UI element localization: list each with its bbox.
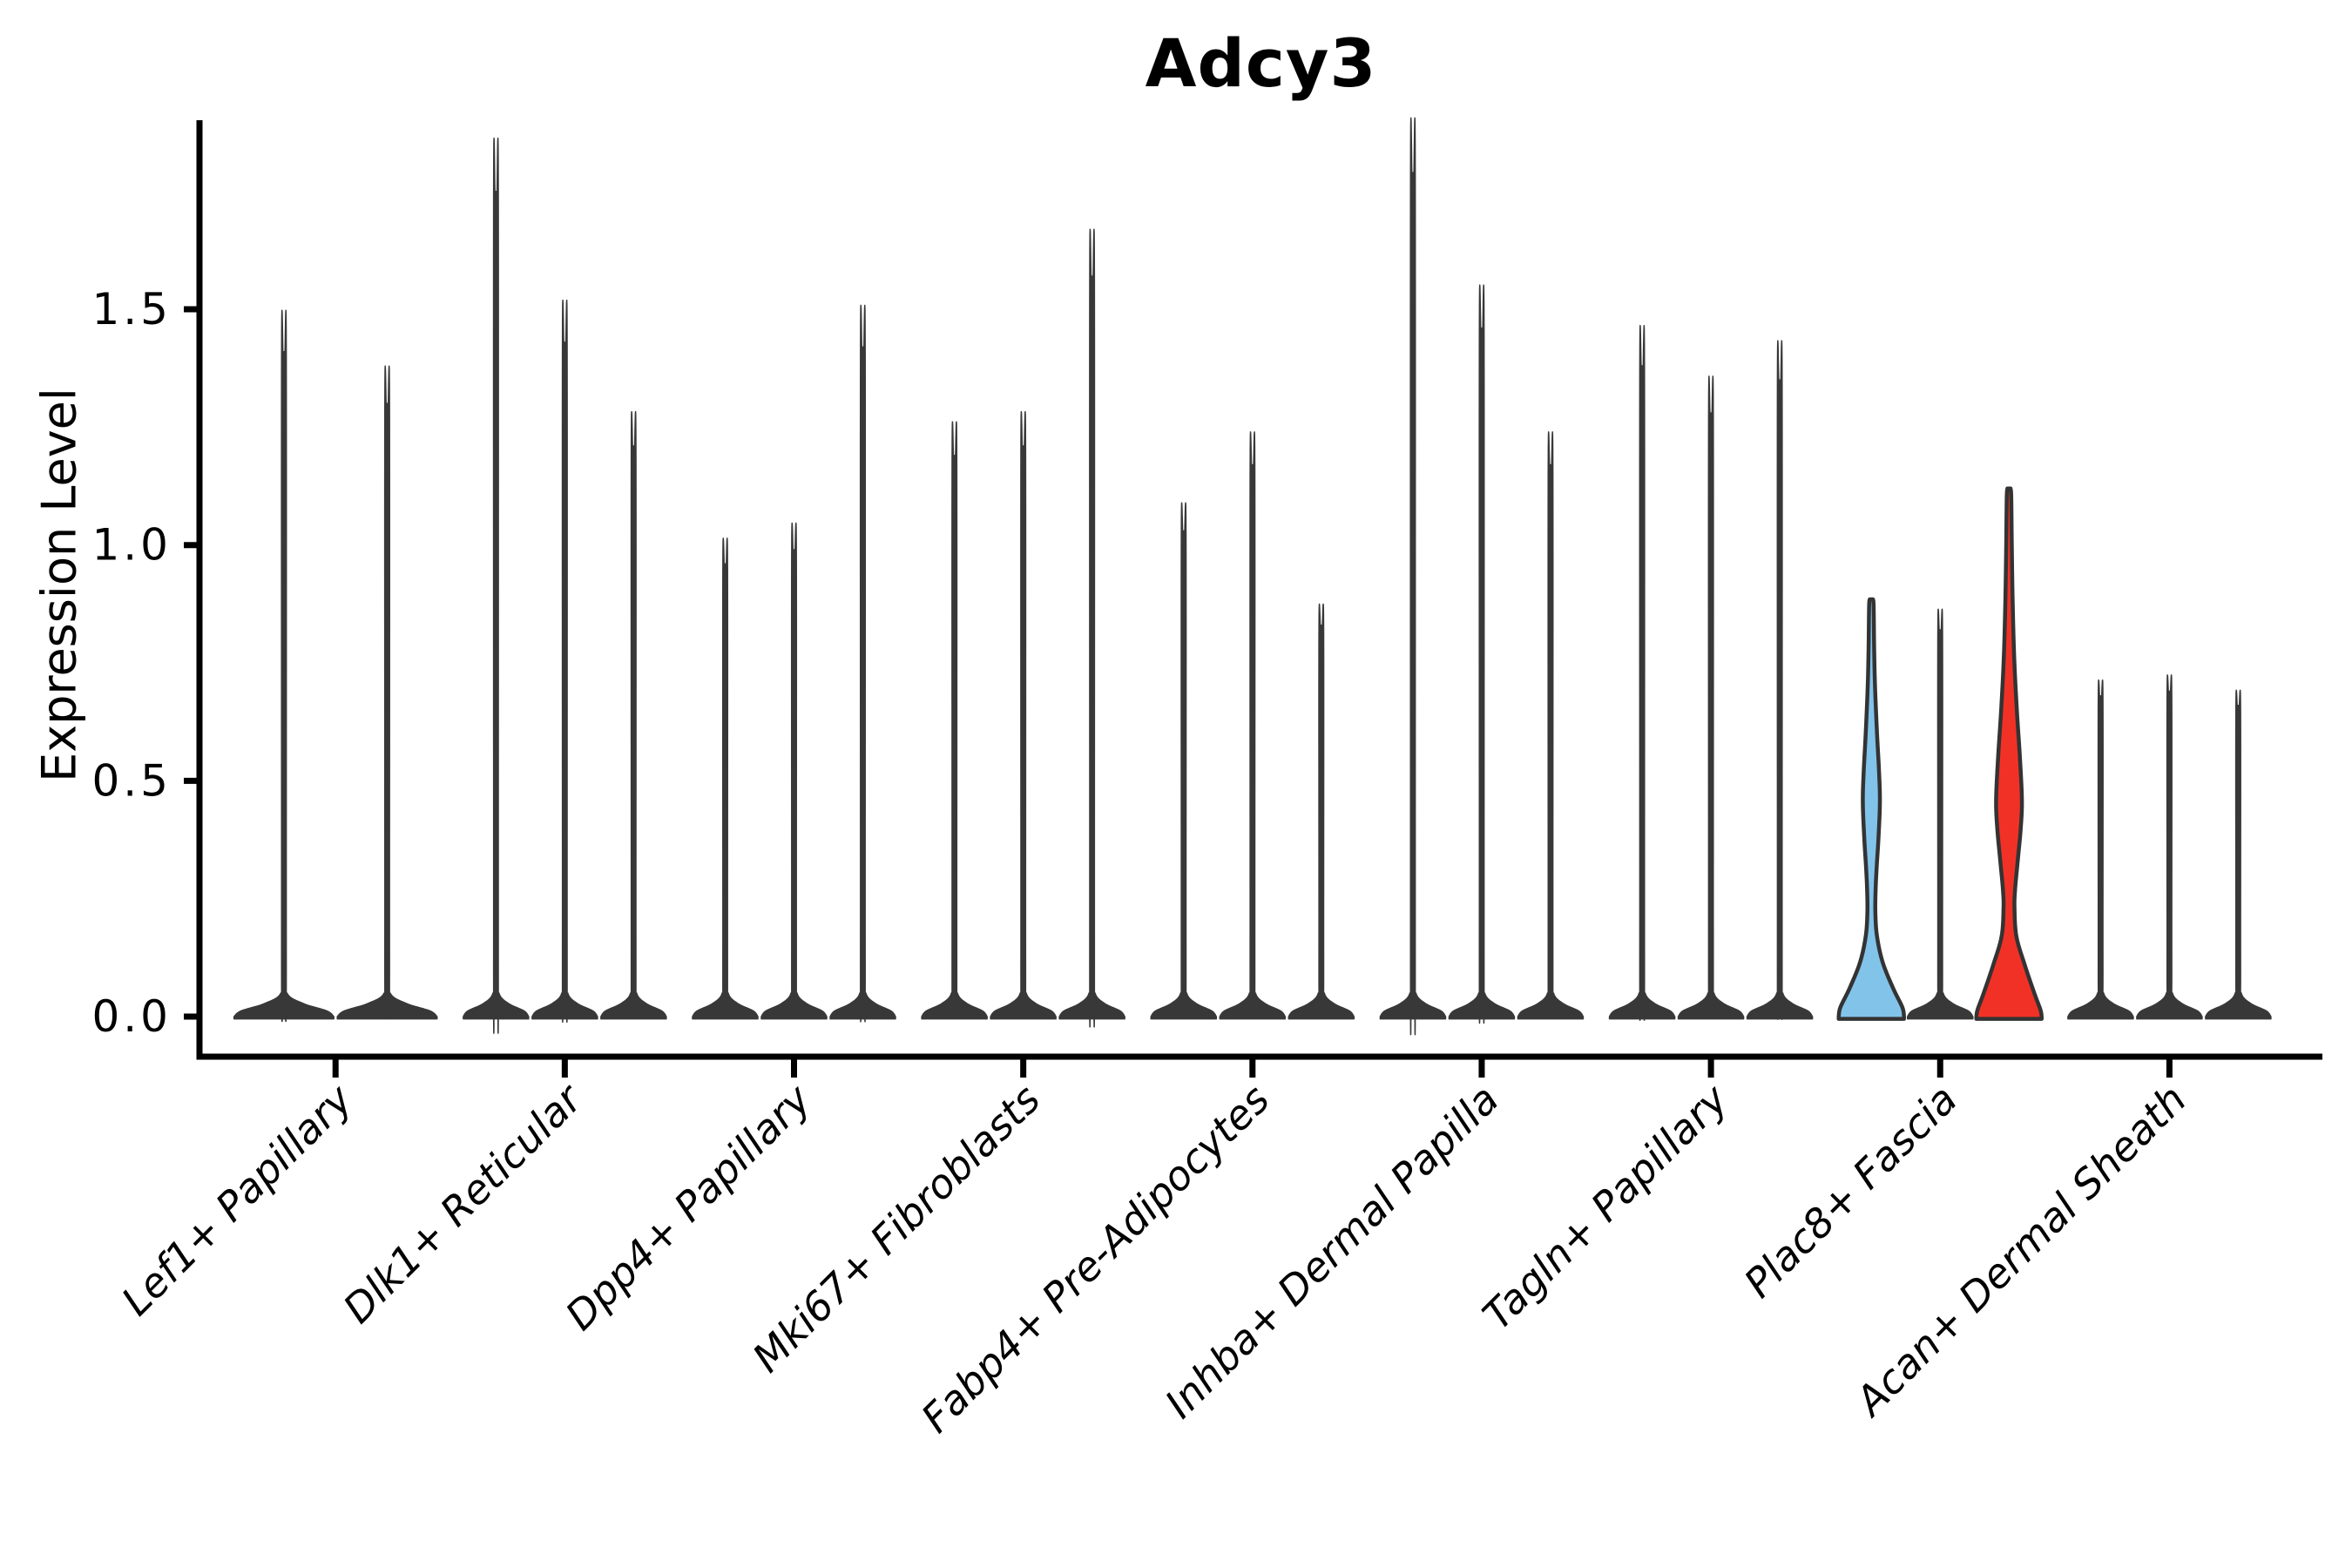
x-tick-label: Plac8+ Fascia bbox=[1735, 1076, 1966, 1307]
violin-lef1-papillary-2 bbox=[336, 365, 438, 1020]
violin-dpp4-papillary-2 bbox=[760, 522, 828, 1020]
violin-inhba-dermal-papilla-1 bbox=[1379, 117, 1447, 1036]
violin-lef1-papillary-1 bbox=[233, 309, 335, 1023]
violin-dpp4-papillary-1 bbox=[692, 537, 759, 1020]
violin-dlk1-reticular-3 bbox=[600, 410, 667, 1020]
violin-fabp4-pre-adipocytes-2 bbox=[1219, 431, 1287, 1020]
chart-title: Adcy3 bbox=[1145, 24, 1377, 102]
x-tick-label: Lef1+ Papillary bbox=[112, 1075, 362, 1324]
violin-acan-dermal-sheath-3 bbox=[2205, 689, 2272, 1020]
x-tick-label: Dpp4+ Papillary bbox=[557, 1075, 821, 1339]
x-tick-label: Tagln+ Papillary bbox=[1474, 1075, 1738, 1339]
y-tick-label: 1.5 bbox=[91, 284, 172, 335]
violin-dlk1-reticular-2 bbox=[531, 299, 598, 1024]
violin-plac8-fascia-1 bbox=[1836, 597, 1906, 1021]
violin-fabp4-pre-adipocytes-3 bbox=[1288, 603, 1355, 1020]
violin-inhba-dermal-papilla-3 bbox=[1517, 431, 1585, 1020]
violin-inhba-dermal-papilla-2 bbox=[1448, 284, 1516, 1024]
x-tick-label: Dlk1+ Reticular bbox=[334, 1073, 592, 1332]
violin-tagln-papillary-3 bbox=[1746, 340, 1814, 1020]
y-tick-label: 1.0 bbox=[91, 520, 172, 571]
violin-plac8-fascia-2 bbox=[1907, 608, 1974, 1020]
violin-mki67-fibroblasts-2 bbox=[990, 410, 1057, 1020]
y-tick-label: 0.5 bbox=[91, 755, 172, 806]
violin-tagln-papillary-1 bbox=[1608, 324, 1676, 1022]
violin-mki67-fibroblasts-3 bbox=[1058, 228, 1125, 1028]
violin-acan-dermal-sheath-1 bbox=[2067, 679, 2134, 1020]
violin-dlk1-reticular-1 bbox=[463, 137, 530, 1034]
violin-dpp4-papillary-3 bbox=[829, 304, 896, 1023]
y-tick-label: 0.0 bbox=[91, 991, 172, 1042]
violin-plac8-fascia-3 bbox=[1974, 486, 2044, 1021]
violin-mki67-fibroblasts-1 bbox=[921, 421, 988, 1020]
violin-tagln-papillary-2 bbox=[1677, 375, 1745, 1020]
violin-acan-dermal-sheath-2 bbox=[2136, 674, 2203, 1020]
violin-fabp4-pre-adipocytes-1 bbox=[1150, 502, 1218, 1020]
